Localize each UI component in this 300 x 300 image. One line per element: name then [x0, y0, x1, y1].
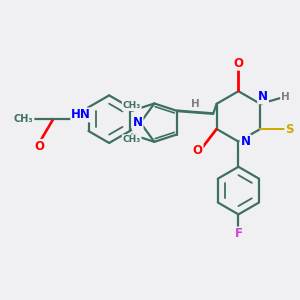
Text: N: N — [240, 135, 250, 148]
Text: O: O — [34, 140, 44, 153]
Text: H: H — [191, 99, 200, 110]
Text: O: O — [193, 144, 202, 157]
Text: N: N — [133, 116, 142, 129]
Text: N: N — [258, 90, 268, 103]
Text: CH₃: CH₃ — [14, 114, 34, 124]
Text: H: H — [281, 92, 290, 102]
Text: HN: HN — [71, 109, 91, 122]
Text: F: F — [234, 227, 242, 241]
Text: S: S — [285, 122, 294, 136]
Text: O: O — [233, 57, 243, 70]
Text: CH₃: CH₃ — [123, 101, 141, 110]
Text: CH₃: CH₃ — [123, 135, 141, 144]
